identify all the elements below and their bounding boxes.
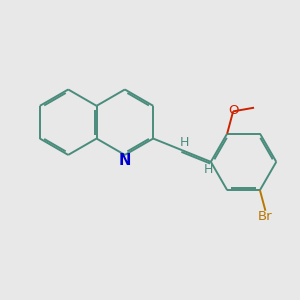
Text: Br: Br — [258, 210, 273, 223]
Text: O: O — [228, 104, 239, 117]
Text: H: H — [203, 163, 213, 176]
Text: N: N — [119, 153, 131, 168]
Text: H: H — [180, 136, 189, 149]
